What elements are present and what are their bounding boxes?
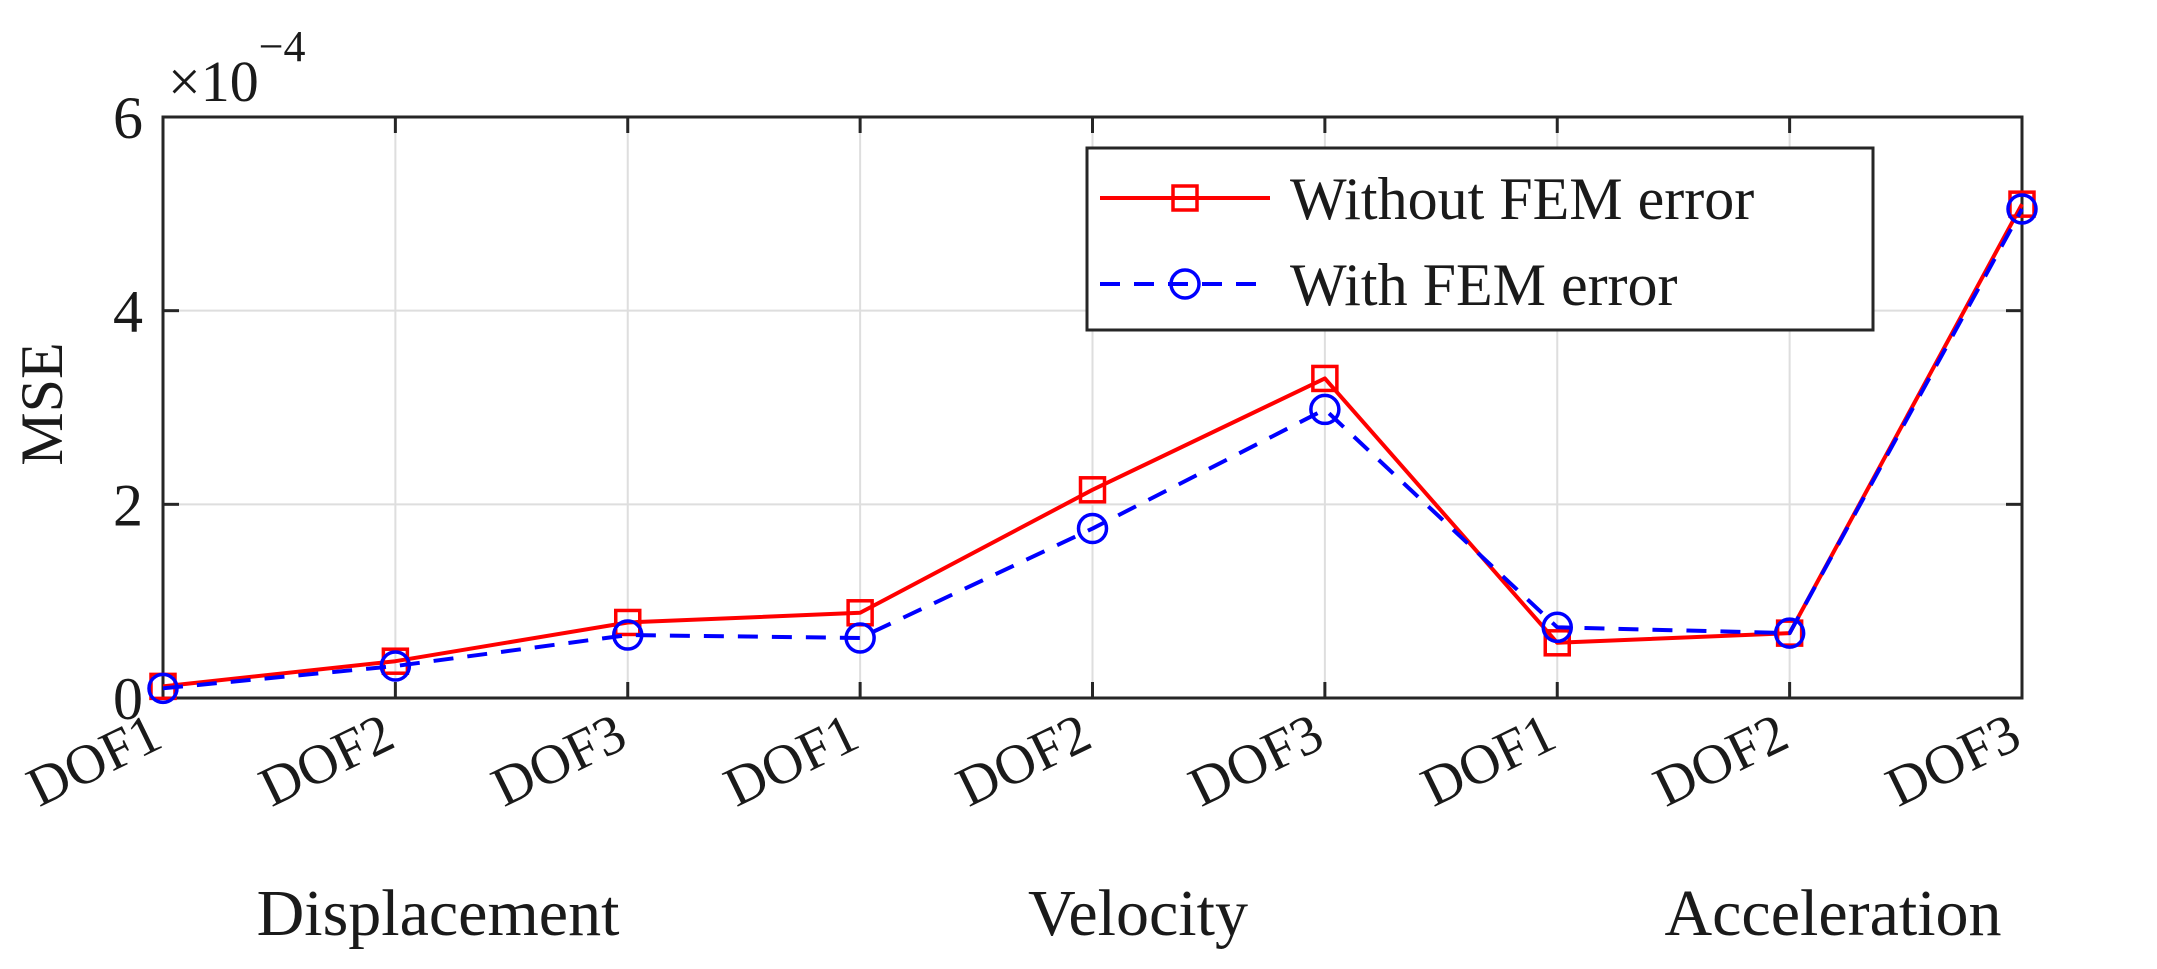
- data-point-circle: [379, 650, 412, 682]
- group-label-acceleration: Acceleration: [1664, 877, 2001, 950]
- data-point-square: [1775, 619, 1804, 647]
- y-exponent-base: ×10: [168, 49, 259, 114]
- data-point-circle: [147, 672, 179, 705]
- legend-marker-circle: [1169, 268, 1201, 300]
- series-line-without-fem-error: [162, 203, 2024, 689]
- legend-box: [1085, 146, 1875, 332]
- series: [147, 190, 2038, 705]
- data-point-square: [1311, 364, 1339, 393]
- y-tick-label: 6: [113, 85, 143, 151]
- data-point-square: [614, 608, 642, 637]
- group-label-velocity: Velocity: [1028, 877, 1248, 950]
- group-labels: Displacement Velocity Acceleration: [257, 877, 2002, 950]
- legend-label-with-fem: With FEM error: [1290, 252, 1678, 318]
- y-exponent-power: −4: [259, 22, 306, 71]
- data-point-circle: [1309, 393, 1341, 426]
- y-axis-label: MSE: [9, 342, 75, 465]
- data-point-circle: [2006, 193, 2038, 225]
- y-tick-label: 2: [113, 472, 143, 538]
- legend-label-without-fem: Without FEM error: [1290, 166, 1754, 232]
- data-point-circle: [1076, 512, 1109, 545]
- y-tick-label: 4: [113, 279, 143, 345]
- legend: Without FEM error With FEM error: [1085, 146, 1875, 332]
- svg-text:×10−4: ×10−4: [168, 22, 306, 114]
- legend-marker-square: [1171, 184, 1199, 212]
- data-point-circle: [1773, 617, 1806, 649]
- data-point-circle: [612, 619, 644, 651]
- axes: [161, 115, 2024, 700]
- data-point-square: [1078, 476, 1107, 504]
- series-line-with-fem-error: [162, 208, 2024, 691]
- data-point-square: [1543, 629, 1571, 657]
- y-tick-label: 0: [113, 666, 143, 732]
- data-point-circle: [1541, 611, 1573, 644]
- data-point-circle: [844, 622, 876, 654]
- group-label-displacement: Displacement: [257, 877, 620, 950]
- y-exponent-label: ×10−4: [168, 22, 306, 114]
